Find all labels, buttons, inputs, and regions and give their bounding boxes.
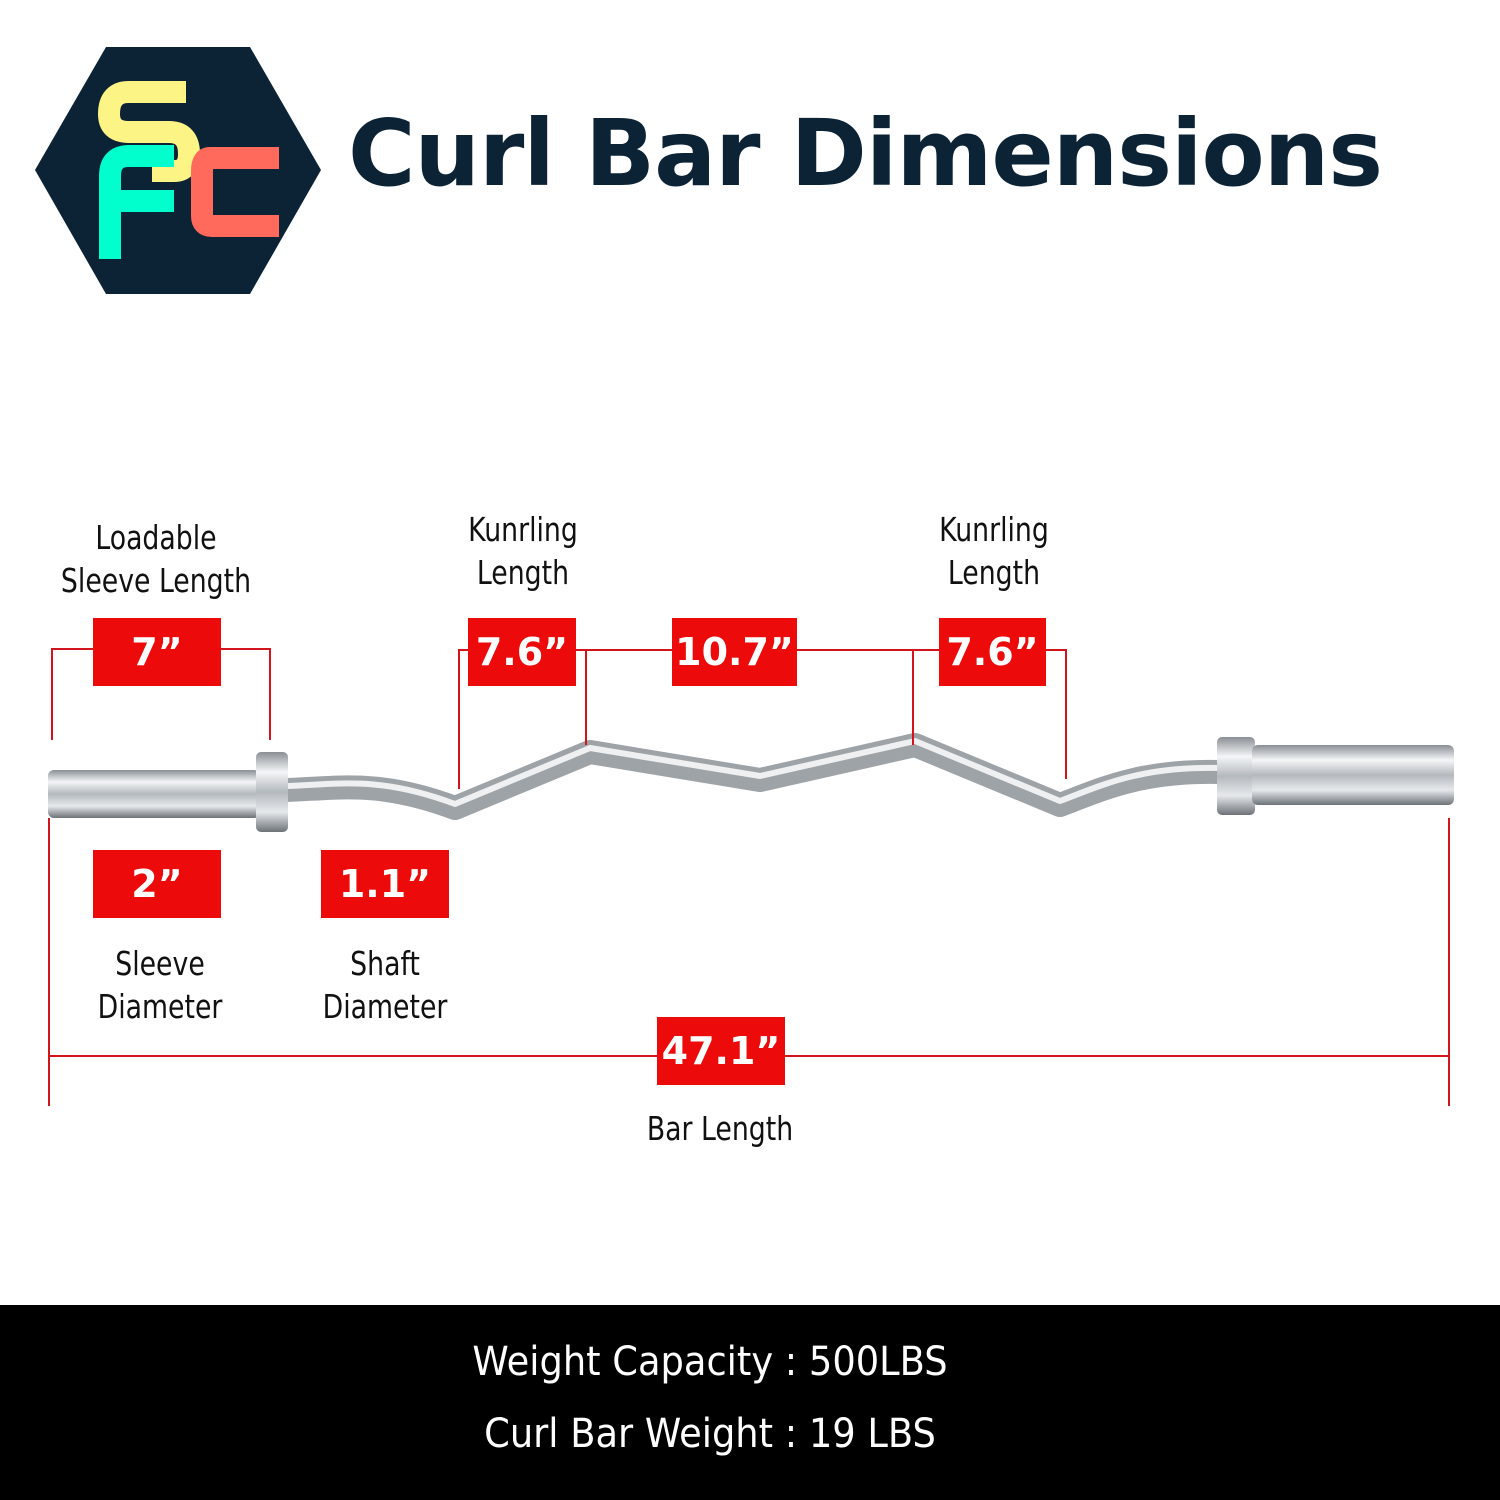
dim-line bbox=[51, 648, 53, 740]
dim-line bbox=[576, 649, 672, 651]
dim-line bbox=[458, 649, 460, 789]
page-title: Curl Bar Dimensions bbox=[348, 100, 1383, 207]
bar-length-label: Bar Length bbox=[646, 1109, 794, 1148]
shaft-diameter-value: 1.1” bbox=[321, 850, 449, 918]
sleeve-diameter-value: 2” bbox=[93, 850, 221, 918]
dim-line bbox=[48, 1055, 657, 1057]
knurling-right-value: 7.6” bbox=[939, 618, 1046, 686]
shaft-diameter-label: Shaft Diameter bbox=[322, 944, 448, 1026]
center-length-value: 10.7” bbox=[672, 618, 797, 686]
weight-capacity: Weight Capacity : 500LBS bbox=[472, 1339, 948, 1385]
dim-line bbox=[797, 649, 939, 651]
curl-bar-image bbox=[48, 733, 1454, 832]
knurling-left-value: 7.6” bbox=[468, 618, 576, 686]
left-sleeve bbox=[48, 770, 260, 818]
dim-line bbox=[1448, 818, 1450, 1106]
right-sleeve bbox=[1252, 745, 1454, 805]
dim-line bbox=[51, 648, 93, 650]
dim-line bbox=[1046, 649, 1067, 651]
dim-line bbox=[221, 648, 271, 650]
logo-c bbox=[191, 147, 279, 237]
bar-weight: Curl Bar Weight : 19 LBS bbox=[484, 1411, 936, 1457]
knurling-left-label: Kunrling Length bbox=[468, 510, 578, 592]
right-collar bbox=[1217, 737, 1255, 815]
dim-line bbox=[458, 649, 468, 651]
bar-length-value: 47.1” bbox=[657, 1017, 785, 1085]
bar-shaft bbox=[286, 733, 1221, 820]
left-collar bbox=[256, 752, 288, 832]
sleeve-diameter-label: Sleeve Diameter bbox=[97, 944, 223, 1026]
footer-band: Weight Capacity : 500LBS Curl Bar Weight… bbox=[0, 1305, 1500, 1500]
dim-line bbox=[912, 649, 914, 745]
loadable-sleeve-label: Loadable Sleeve Length bbox=[60, 518, 252, 600]
dim-line bbox=[48, 818, 50, 1106]
logo-f bbox=[99, 145, 174, 259]
logo-s bbox=[97, 81, 201, 182]
dim-line bbox=[1065, 649, 1067, 779]
dim-line bbox=[785, 1055, 1450, 1057]
dim-line bbox=[269, 648, 271, 740]
sfc-logo bbox=[35, 47, 321, 294]
dim-line bbox=[585, 649, 587, 745]
knurling-right-label: Kunrling Length bbox=[939, 510, 1049, 592]
sleeve-length-value: 7” bbox=[93, 618, 221, 686]
